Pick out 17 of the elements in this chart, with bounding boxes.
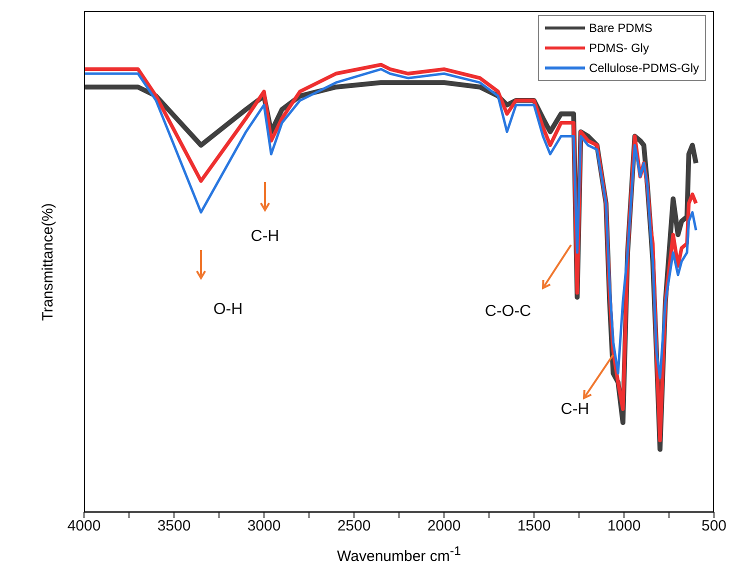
- legend-label: Bare PDMS: [588, 21, 652, 35]
- annotation: C-H: [250, 228, 280, 246]
- annotation: C-O-C: [484, 303, 532, 320]
- x-tick-label: 2000: [427, 518, 461, 535]
- annotation: C-H: [560, 401, 590, 418]
- legend-label: PDMS- Gly: [588, 41, 649, 55]
- x-tick-label: 4000: [67, 518, 101, 535]
- legend-label: Cellulose-PDMS-Gly: [588, 61, 699, 75]
- x-tick-label: 1000: [607, 518, 641, 535]
- x-tick-label: 2500: [337, 518, 371, 535]
- x-tick-label: 3000: [247, 518, 281, 535]
- x-axis-title: Wavenumber cm$^{-1}$: [336, 544, 462, 565]
- x-tick-label: 1500: [517, 518, 551, 535]
- x-tick-label: 500: [701, 518, 727, 535]
- x-tick-label: 3500: [157, 518, 191, 535]
- annotation: O-H: [213, 301, 243, 318]
- y-axis-title: Transmittance(%): [40, 202, 56, 320]
